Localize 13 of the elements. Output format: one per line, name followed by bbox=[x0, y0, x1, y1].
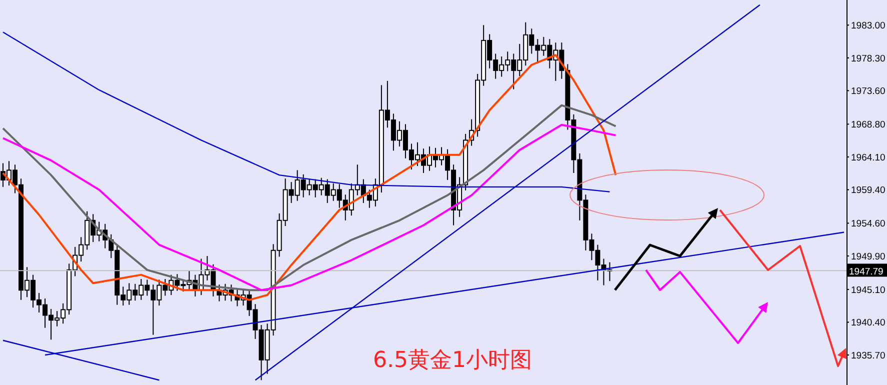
y-tick-label: 1949.90 bbox=[851, 251, 886, 262]
ref-line-label: 1947.79 bbox=[849, 266, 884, 278]
y-tick-label: 1940.40 bbox=[851, 318, 886, 329]
y-tick-label: 1978.30 bbox=[851, 53, 886, 64]
text: 6.5黄金1小时图 bbox=[373, 347, 532, 375]
y-tick-label: 1983.00 bbox=[851, 20, 886, 32]
y-tick-label: 1935.70 bbox=[851, 350, 886, 362]
y-tick-label: 1968.80 bbox=[851, 120, 886, 131]
y-tick-label: 1964.10 bbox=[851, 152, 886, 164]
y-tick-label: 1954.60 bbox=[851, 218, 886, 230]
y-tick-label: 1973.60 bbox=[851, 86, 886, 98]
y-tick-label: 1945.10 bbox=[851, 284, 886, 296]
y-tick-label: 1959.40 bbox=[851, 185, 886, 196]
